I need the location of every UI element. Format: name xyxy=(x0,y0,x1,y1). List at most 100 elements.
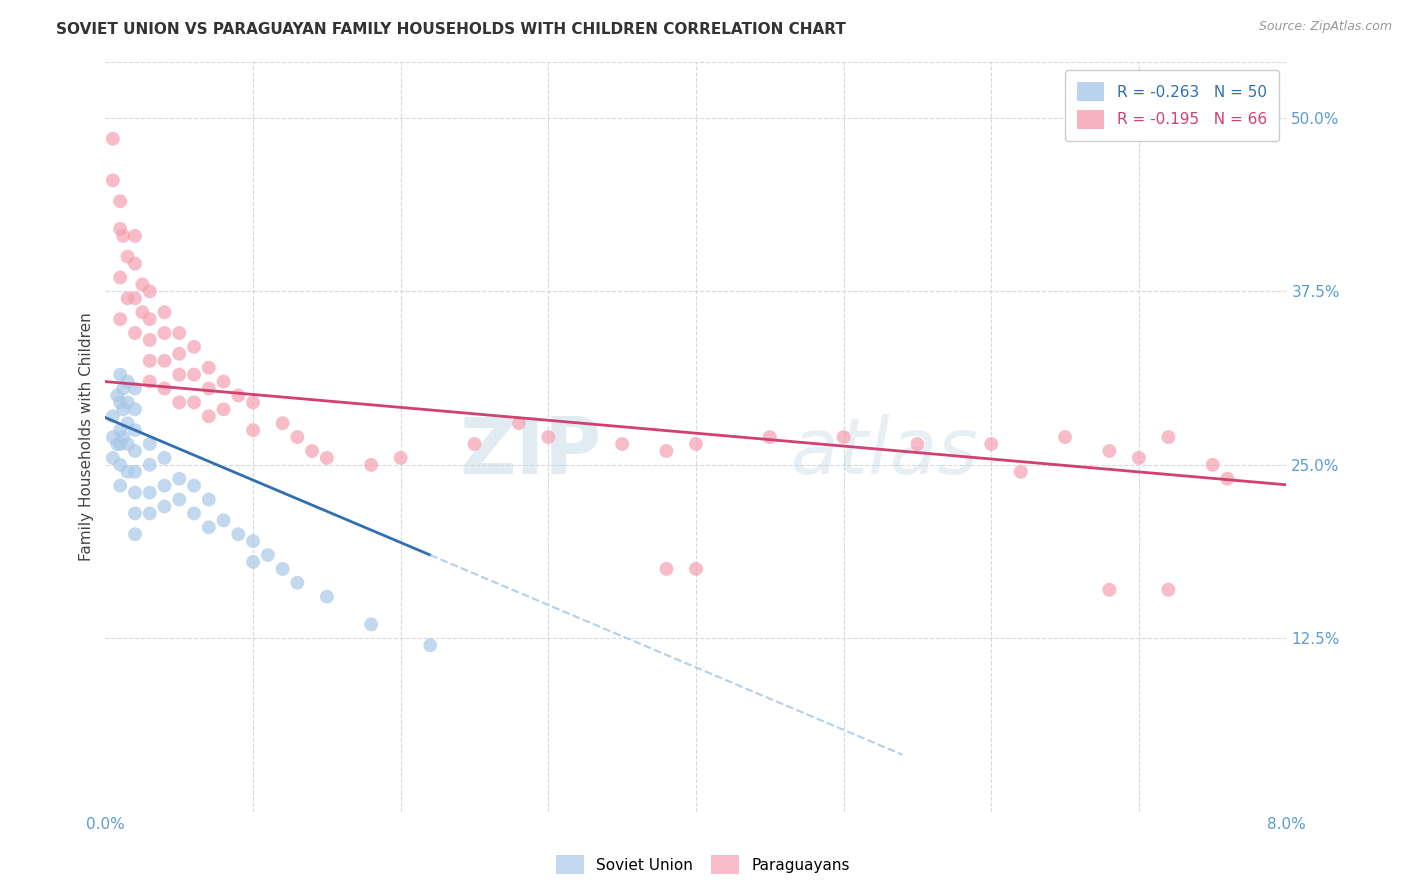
Point xyxy=(287,575,309,590)
Point xyxy=(124,382,146,396)
Point xyxy=(131,305,153,319)
Point xyxy=(117,465,139,479)
Point xyxy=(112,382,135,396)
Point xyxy=(138,437,162,451)
Point xyxy=(1128,450,1150,465)
Point xyxy=(169,347,191,361)
Point xyxy=(389,450,412,465)
Point xyxy=(117,416,139,430)
Point xyxy=(153,450,176,465)
Point xyxy=(101,132,124,146)
Point xyxy=(256,548,278,562)
Point xyxy=(758,430,780,444)
Point xyxy=(110,423,132,437)
Point xyxy=(419,638,441,652)
Point xyxy=(105,388,128,402)
Point xyxy=(110,312,132,326)
Point xyxy=(212,402,235,417)
Point xyxy=(153,478,176,492)
Point xyxy=(105,437,128,451)
Point xyxy=(110,395,132,409)
Point xyxy=(905,437,928,451)
Legend: R = -0.263   N = 50, R = -0.195   N = 66: R = -0.263 N = 50, R = -0.195 N = 66 xyxy=(1064,70,1279,141)
Point xyxy=(117,375,139,389)
Point xyxy=(360,617,382,632)
Point xyxy=(1054,430,1077,444)
Point xyxy=(226,527,250,541)
Point xyxy=(101,409,124,424)
Point xyxy=(360,458,382,472)
Point xyxy=(101,450,124,465)
Point xyxy=(138,285,162,299)
Point xyxy=(124,444,146,458)
Point xyxy=(138,507,162,521)
Point xyxy=(110,437,132,451)
Point xyxy=(1010,465,1032,479)
Point xyxy=(980,437,1002,451)
Point xyxy=(315,450,337,465)
Point xyxy=(685,437,707,451)
Point xyxy=(124,527,146,541)
Point xyxy=(183,507,205,521)
Text: ZIP: ZIP xyxy=(460,414,602,490)
Point xyxy=(117,291,139,305)
Point xyxy=(110,222,132,236)
Point xyxy=(464,437,486,451)
Point xyxy=(117,437,139,451)
Point xyxy=(138,458,162,472)
Point xyxy=(169,395,191,409)
Point xyxy=(242,395,264,409)
Point xyxy=(212,513,235,527)
Point xyxy=(169,492,191,507)
Point xyxy=(271,416,294,430)
Point xyxy=(124,402,146,417)
Point xyxy=(112,430,135,444)
Point xyxy=(508,416,530,430)
Point xyxy=(124,485,146,500)
Point xyxy=(242,534,264,549)
Point xyxy=(183,340,205,354)
Point xyxy=(226,388,250,402)
Point xyxy=(242,555,264,569)
Point xyxy=(1098,582,1121,597)
Point xyxy=(110,458,132,472)
Point xyxy=(183,368,205,382)
Point xyxy=(287,430,309,444)
Point xyxy=(112,402,135,417)
Point xyxy=(110,478,132,492)
Point xyxy=(242,423,264,437)
Point xyxy=(117,250,139,264)
Point xyxy=(655,444,678,458)
Point xyxy=(138,333,162,347)
Point xyxy=(110,368,132,382)
Point xyxy=(610,437,633,451)
Point xyxy=(153,353,176,368)
Point xyxy=(153,326,176,340)
Point xyxy=(197,520,219,534)
Point xyxy=(197,382,219,396)
Point xyxy=(124,291,146,305)
Point xyxy=(1157,582,1180,597)
Point xyxy=(110,270,132,285)
Point xyxy=(315,590,337,604)
Point xyxy=(138,353,162,368)
Point xyxy=(1201,458,1223,472)
Point xyxy=(138,312,162,326)
Point xyxy=(138,375,162,389)
Point xyxy=(301,444,323,458)
Point xyxy=(832,430,855,444)
Point xyxy=(1098,444,1121,458)
Point xyxy=(183,395,205,409)
Point xyxy=(197,409,219,424)
Text: atlas: atlas xyxy=(790,414,979,490)
Point xyxy=(110,194,132,209)
Text: Source: ZipAtlas.com: Source: ZipAtlas.com xyxy=(1258,20,1392,33)
Point xyxy=(537,430,560,444)
Point xyxy=(124,423,146,437)
Point xyxy=(124,257,146,271)
Point xyxy=(131,277,153,292)
Point xyxy=(117,395,139,409)
Text: SOVIET UNION VS PARAGUAYAN FAMILY HOUSEHOLDS WITH CHILDREN CORRELATION CHART: SOVIET UNION VS PARAGUAYAN FAMILY HOUSEH… xyxy=(56,22,846,37)
Point xyxy=(124,465,146,479)
Point xyxy=(153,305,176,319)
